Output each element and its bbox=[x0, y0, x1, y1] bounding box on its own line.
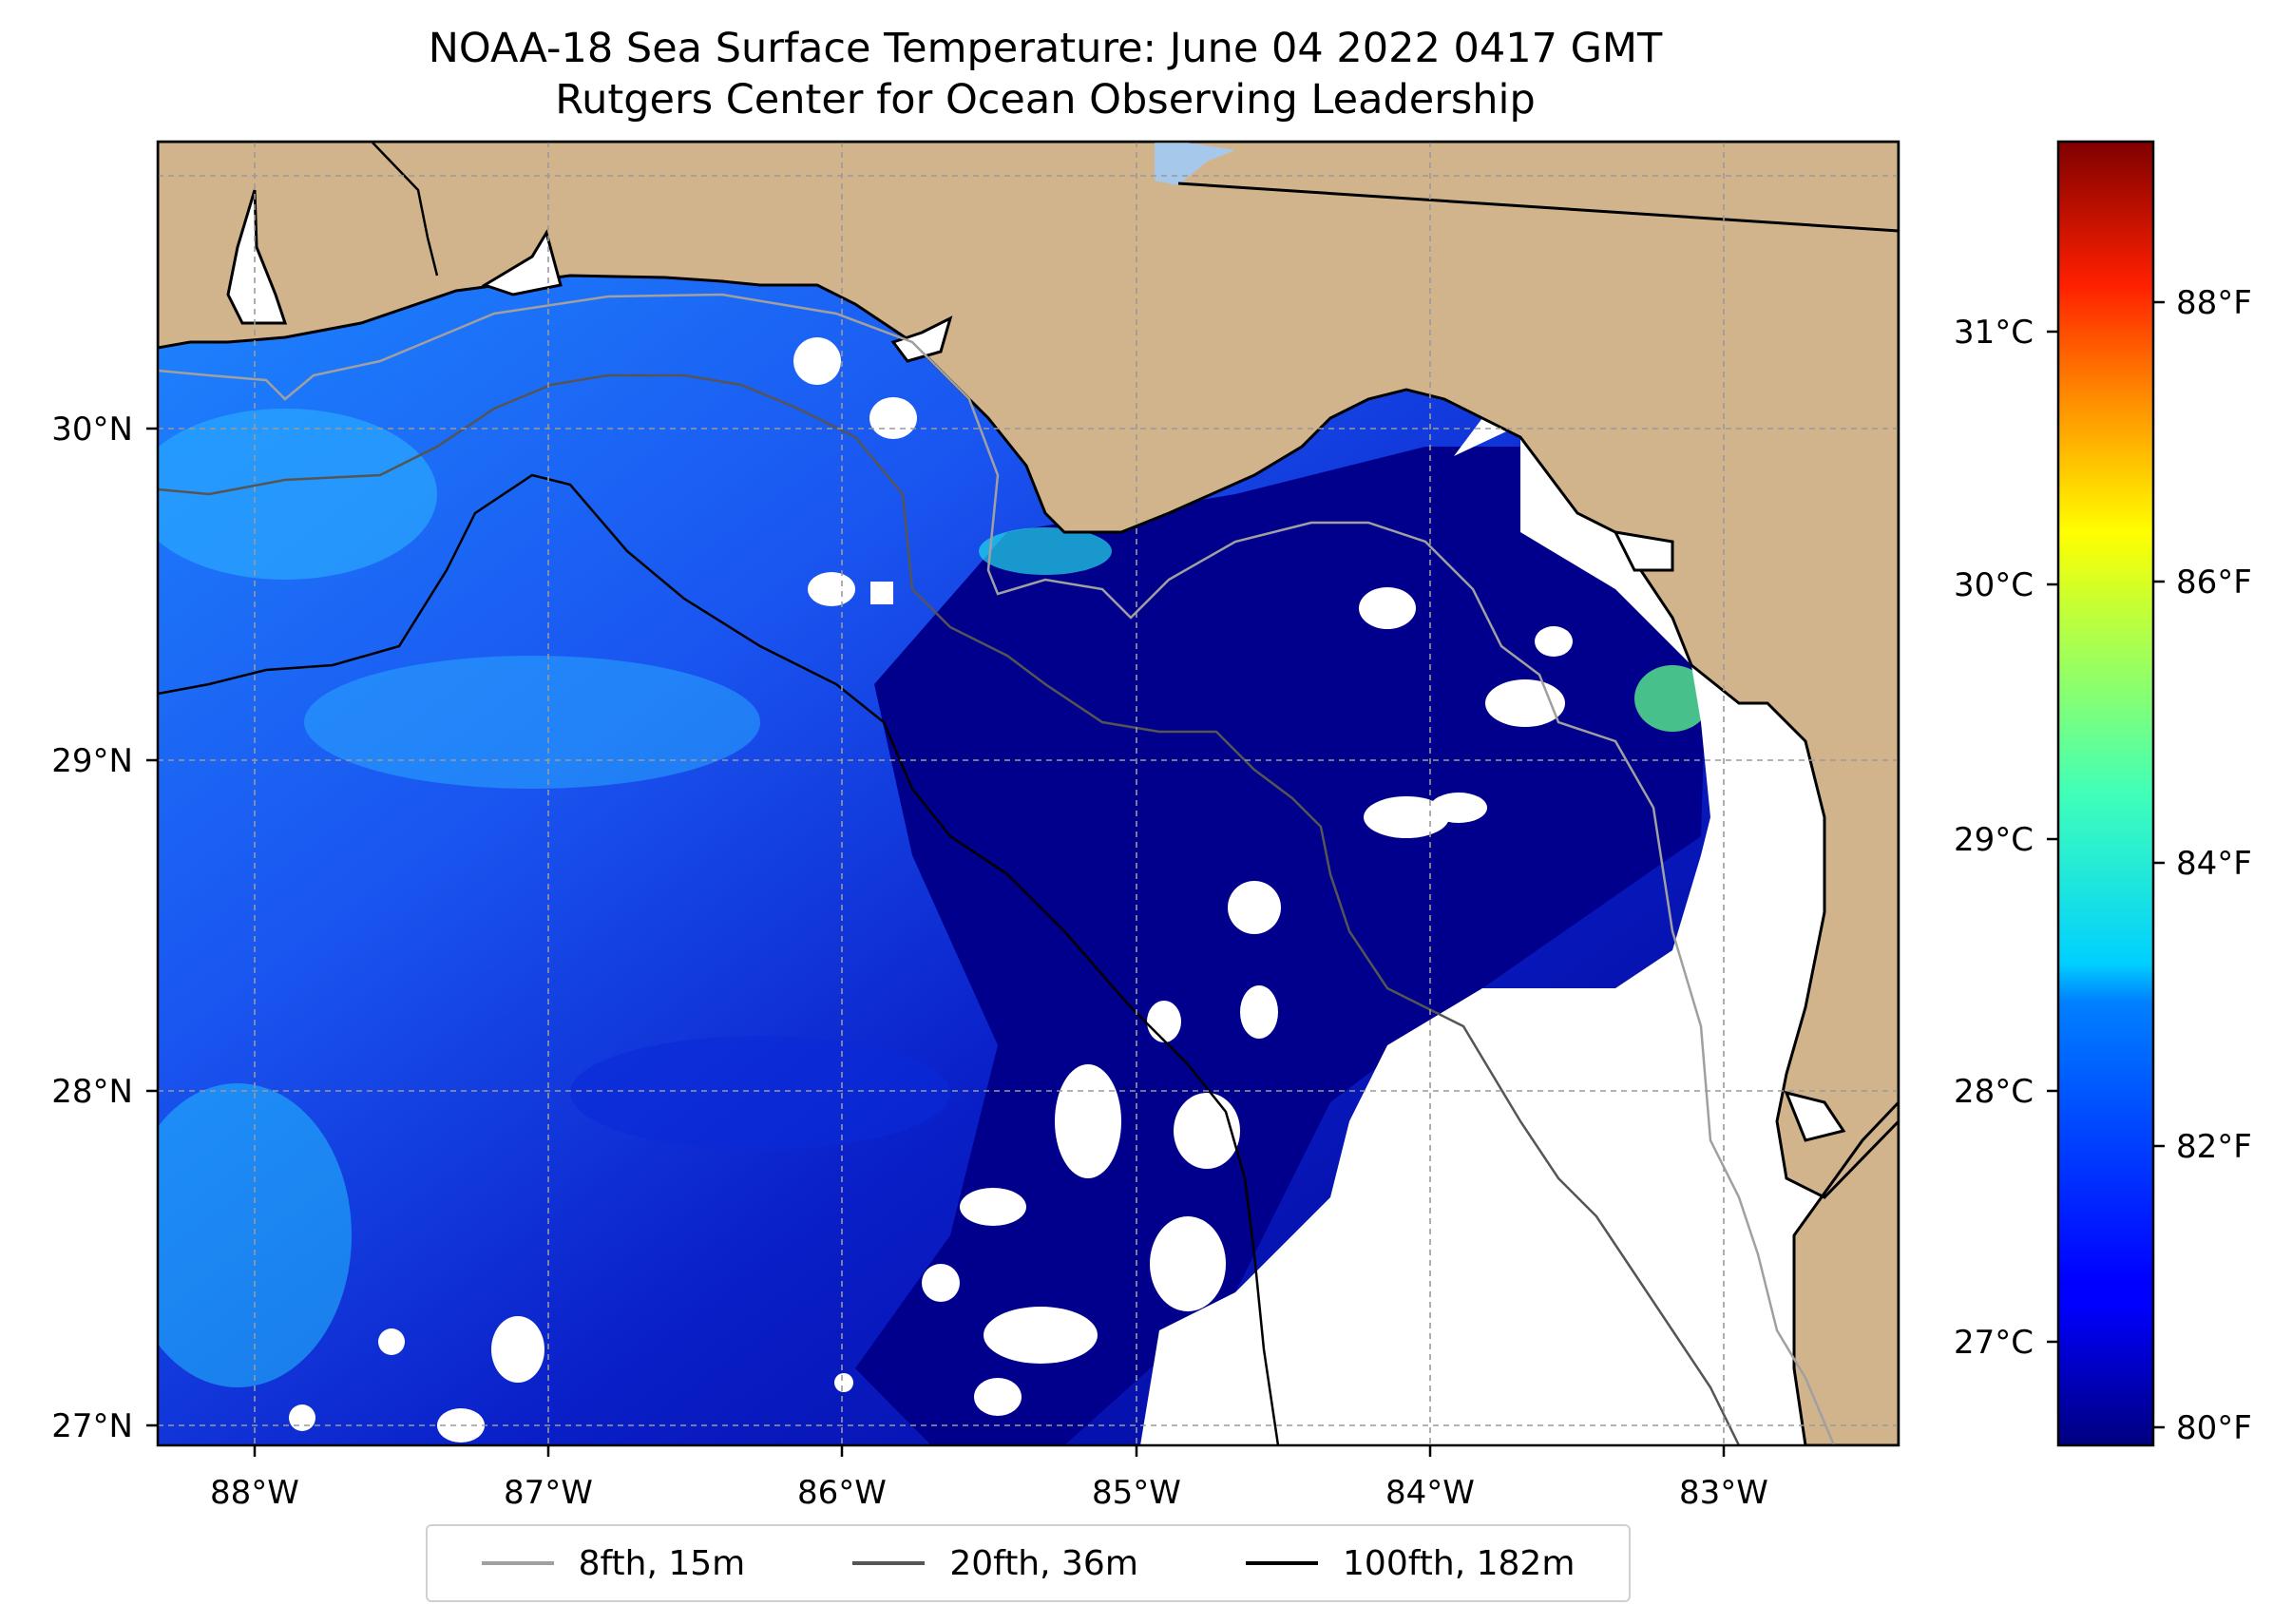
colorbar-celsius-label: 30°C bbox=[1954, 566, 2034, 604]
contour-20fth bbox=[158, 373, 1741, 1445]
colorbar-celsius-label: 29°C bbox=[1954, 821, 2034, 859]
colorbar-celsius-label: 31°C bbox=[1954, 314, 2034, 352]
legend-item-20fth: 20fth, 36m bbox=[852, 1544, 1138, 1583]
colorbar-fahrenheit-label: 82°F bbox=[2176, 1128, 2252, 1166]
lon-label: 88°W bbox=[210, 1474, 299, 1512]
map-title: NOAA-18 Sea Surface Temperature: June 04… bbox=[428, 25, 1663, 72]
land bbox=[158, 142, 1899, 1445]
warm-patch bbox=[979, 527, 1112, 575]
map-plot-area bbox=[158, 142, 1899, 1445]
legend-line-icon bbox=[1246, 1561, 1319, 1565]
lon-label: 84°W bbox=[1385, 1474, 1475, 1512]
colorbar-fahrenheit-label: 86°F bbox=[2176, 564, 2252, 602]
map-frame bbox=[156, 140, 1900, 1447]
contour-legend: 8fth, 15m 20fth, 36m 100fth, 182m bbox=[426, 1524, 1631, 1602]
state-border bbox=[372, 142, 439, 277]
colorbar-ticks bbox=[2047, 300, 2165, 1429]
legend-label: 100fth, 182m bbox=[1343, 1543, 1576, 1583]
lat-label: 28°N bbox=[51, 1073, 133, 1111]
lon-label: 87°W bbox=[504, 1474, 593, 1512]
lon-label: 86°W bbox=[797, 1474, 887, 1512]
colorbar bbox=[2056, 140, 2155, 1447]
lat-label: 27°N bbox=[51, 1407, 133, 1445]
warm-patch bbox=[304, 656, 760, 789]
gridlines bbox=[158, 142, 1899, 1445]
contour-8fth bbox=[158, 293, 1836, 1445]
legend-line-icon bbox=[852, 1561, 926, 1565]
legend-item-100fth: 100fth, 182m bbox=[1246, 1544, 1575, 1583]
lon-label: 83°W bbox=[1679, 1474, 1768, 1512]
legend-item-8fth: 8fth, 15m bbox=[481, 1543, 746, 1583]
legend-label: 8fth, 15m bbox=[578, 1543, 746, 1583]
warm-patch bbox=[158, 1083, 352, 1387]
map-subtitle: Rutgers Center for Ocean Observing Leade… bbox=[555, 76, 1536, 124]
lake bbox=[1155, 143, 1235, 185]
warm-patch bbox=[1634, 665, 1710, 732]
colorbar-celsius-label: 28°C bbox=[1954, 1073, 2034, 1111]
colorbar-fahrenheit-label: 80°F bbox=[2176, 1409, 2252, 1447]
lat-label: 30°N bbox=[51, 411, 133, 449]
state-border bbox=[1177, 182, 1899, 233]
lon-label: 85°W bbox=[1092, 1474, 1181, 1512]
contour-100fth bbox=[158, 473, 1280, 1445]
colorbar-fahrenheit-label: 88°F bbox=[2176, 284, 2252, 322]
axis-ticks bbox=[146, 427, 1726, 1457]
cool-patch bbox=[570, 1036, 950, 1150]
warm-patch bbox=[158, 409, 437, 580]
legend-line-icon bbox=[481, 1561, 554, 1565]
colorbar-fahrenheit-label: 84°F bbox=[2176, 845, 2252, 883]
legend-label: 20fth, 36m bbox=[949, 1543, 1138, 1583]
lat-label: 29°N bbox=[51, 742, 133, 780]
colorbar-celsius-label: 27°C bbox=[1954, 1324, 2034, 1362]
